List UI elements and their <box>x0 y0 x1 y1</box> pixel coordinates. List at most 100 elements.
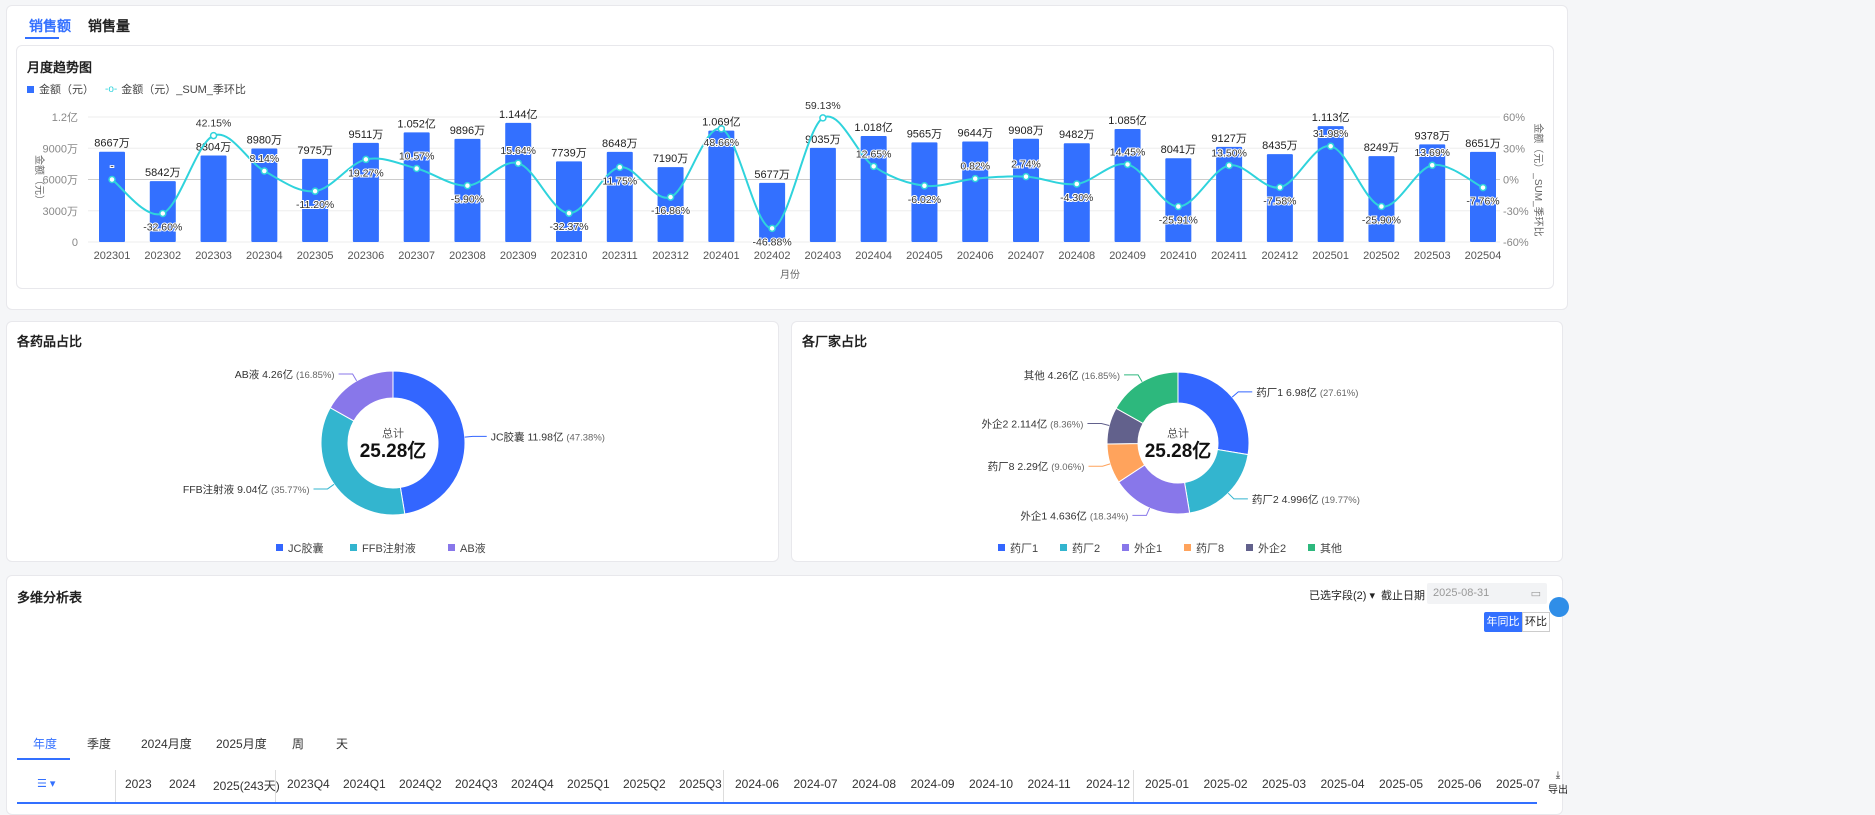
bar[interactable] <box>1368 156 1395 242</box>
ratio-point[interactable] <box>1225 161 1233 170</box>
ratio-point[interactable] <box>311 187 319 195</box>
bar[interactable] <box>505 122 532 242</box>
column-header[interactable]: 2025-07 <box>1496 777 1541 791</box>
column-header[interactable]: 2024-06 <box>735 777 780 791</box>
pie-legend-item[interactable]: 药厂8 <box>1196 542 1224 555</box>
ratio-point[interactable] <box>565 209 573 217</box>
ratio-point[interactable] <box>260 167 269 175</box>
bar[interactable] <box>1063 143 1090 242</box>
bar[interactable] <box>1114 128 1141 242</box>
bar[interactable] <box>352 142 379 242</box>
column-header[interactable]: 2024-09 <box>910 777 955 791</box>
ratio-point[interactable] <box>159 209 167 218</box>
pie-slice[interactable] <box>329 370 394 422</box>
tab-sales-volume[interactable]: 销售量 <box>88 18 130 34</box>
ratio-point[interactable] <box>666 193 675 201</box>
pie-legend-item[interactable]: 其他 <box>1320 542 1342 555</box>
bar[interactable] <box>860 135 887 242</box>
ratio-point[interactable] <box>971 174 979 183</box>
bar[interactable] <box>403 132 430 242</box>
table-tab[interactable]: 2024月度 <box>141 737 192 751</box>
column-header[interactable]: 2025-05 <box>1379 777 1424 791</box>
bar[interactable] <box>251 148 278 242</box>
bar[interactable] <box>657 167 684 242</box>
column-header[interactable]: 2024-07 <box>793 777 838 791</box>
bar[interactable] <box>1317 126 1344 242</box>
column-header[interactable]: 2024-10 <box>969 777 1014 791</box>
column-header[interactable]: 2024-08 <box>852 777 897 791</box>
ratio-point[interactable] <box>717 125 726 133</box>
pie-legend-item[interactable]: AB液 <box>460 541 486 555</box>
column-header[interactable]: 2025-03 <box>1262 777 1307 791</box>
bar[interactable] <box>708 130 735 242</box>
ratio-point[interactable] <box>514 159 522 167</box>
column-header[interactable]: 2025-06 <box>1437 777 1482 791</box>
bar[interactable] <box>200 155 227 243</box>
table-tab[interactable]: 周 <box>292 737 305 751</box>
ratio-point[interactable] <box>1123 160 1132 169</box>
column-header[interactable]: 2024Q2 <box>399 777 442 791</box>
bar[interactable] <box>1165 158 1192 242</box>
column-header[interactable]: 2024-12 <box>1086 777 1131 791</box>
bar[interactable] <box>1470 151 1496 242</box>
bar[interactable] <box>1216 146 1243 242</box>
pie-legend-item[interactable]: 外企2 <box>1258 541 1286 555</box>
export-button[interactable]: ⤓ 导出 <box>1548 770 1568 796</box>
ratio-point[interactable] <box>819 114 827 122</box>
ratio-point[interactable] <box>920 182 929 190</box>
pie-legend-item[interactable]: 药厂2 <box>1072 542 1100 555</box>
bar[interactable] <box>606 151 633 242</box>
bar[interactable] <box>454 138 481 242</box>
ratio-point[interactable] <box>463 181 472 190</box>
column-header[interactable]: 2025(243天) <box>213 779 280 793</box>
pie-legend-item[interactable]: 外企1 <box>1134 541 1162 555</box>
bar[interactable] <box>759 182 786 242</box>
bar[interactable] <box>99 151 125 242</box>
bar[interactable] <box>809 147 836 242</box>
ratio-point[interactable] <box>616 163 624 172</box>
bar[interactable] <box>962 141 989 242</box>
ratio-point[interactable] <box>1326 142 1335 150</box>
legend-line[interactable]: -o- 金额（元）_SUM_季环比 <box>105 81 246 97</box>
column-header[interactable]: 2024Q1 <box>343 777 386 791</box>
column-header[interactable]: 2025-01 <box>1145 777 1190 791</box>
date-picker[interactable]: 2025-08-31 ▭ <box>1427 583 1547 604</box>
table-tab[interactable]: 2025月度 <box>216 737 267 751</box>
ratio-point[interactable] <box>412 164 421 173</box>
bar[interactable] <box>1013 138 1039 242</box>
bar[interactable] <box>556 161 582 242</box>
legend-bar[interactable]: 金额（元） <box>27 81 94 97</box>
bar[interactable] <box>302 158 329 242</box>
ratio-point[interactable] <box>768 224 776 233</box>
pie-legend-item[interactable]: 药厂1 <box>1010 542 1038 555</box>
table-tab[interactable]: 年度 <box>33 737 58 751</box>
column-header[interactable]: 2025Q1 <box>567 777 610 791</box>
column-header[interactable]: 2023 <box>125 777 152 791</box>
yoy-button[interactable]: 年同比 <box>1484 612 1522 632</box>
column-header[interactable]: 2023Q4 <box>287 777 330 791</box>
ratio-point[interactable] <box>209 131 218 140</box>
column-header[interactable]: 2025-02 <box>1203 777 1248 791</box>
column-header[interactable]: 2024-11 <box>1027 777 1071 791</box>
mom-button[interactable]: 环比 <box>1522 612 1550 632</box>
column-header[interactable]: 2025Q2 <box>623 777 666 791</box>
table-tab[interactable]: 天 <box>336 737 349 751</box>
pie-slice[interactable] <box>1115 371 1179 425</box>
pie-legend-item[interactable]: JC胶囊 <box>288 541 323 555</box>
ratio-point[interactable] <box>1073 180 1081 188</box>
bar[interactable] <box>1266 154 1293 242</box>
pie-legend-item[interactable]: FFB注射液 <box>362 541 416 555</box>
ratio-point[interactable] <box>1022 172 1030 181</box>
ratio-point[interactable] <box>1276 183 1284 192</box>
column-header[interactable]: 2025Q3 <box>679 777 722 791</box>
ratio-point[interactable] <box>869 162 878 171</box>
pie-slice[interactable] <box>392 370 466 515</box>
assistant-float-icon[interactable] <box>1549 597 1569 617</box>
row-dimension-toggle[interactable]: ☰ ▾ <box>37 778 56 790</box>
tab-sales-amount[interactable]: 销售额 <box>29 18 71 34</box>
column-header[interactable]: 2024Q3 <box>455 777 498 791</box>
fields-selector[interactable]: 已选字段(2) ▾ <box>1309 590 1376 602</box>
table-tab[interactable]: 季度 <box>87 737 112 751</box>
column-header[interactable]: 2024 <box>169 777 196 791</box>
column-header[interactable]: 2024Q4 <box>511 777 554 791</box>
